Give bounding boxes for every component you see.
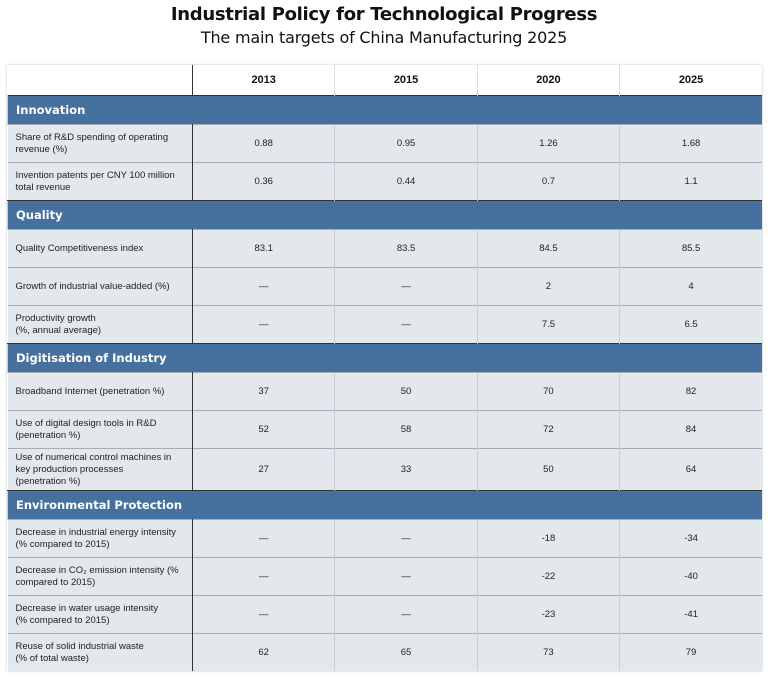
cell-value: 0.7 <box>476 162 620 201</box>
table-row: Use of numerical control machines in key… <box>7 448 762 491</box>
cell-value: 1.1 <box>619 162 762 201</box>
cell-value: 72 <box>476 410 620 449</box>
column-header-2025: 2025 <box>619 65 762 96</box>
cell-value: 70 <box>476 372 620 411</box>
cell-value: — <box>334 267 478 306</box>
cell-value: -34 <box>619 519 762 558</box>
table-row: Growth of industrial value-added (%) — —2 4 <box>7 267 762 306</box>
section-title: Innovation <box>7 95 762 125</box>
column-header-2020: 2020 <box>476 65 620 96</box>
column-header-2015: 2015 <box>334 65 478 96</box>
cell-value: — <box>191 267 335 306</box>
cell-value: 50 <box>334 372 478 411</box>
cell-value: 52 <box>191 410 335 449</box>
cell-value: 7.5 <box>476 305 620 344</box>
cell-value: -40 <box>619 557 762 596</box>
cell-value: 0.88 <box>191 124 335 163</box>
table-row: Invention patents per CNY 100 million to… <box>7 162 762 201</box>
cell-value: — <box>334 519 478 558</box>
row-label: Use of numerical control machines in key… <box>7 448 193 491</box>
cell-value: 84 <box>619 410 762 449</box>
cell-value: 33 <box>334 448 478 491</box>
row-label: Decrease in CO₂ emission intensity (% co… <box>7 557 193 596</box>
cell-value: 64 <box>619 448 762 491</box>
column-header-2013: 2013 <box>191 65 335 96</box>
cell-value: 1.26 <box>476 124 620 163</box>
cell-value: -22 <box>476 557 620 596</box>
cell-value: 4 <box>619 267 762 306</box>
table-row: Quality Competitiveness index 83.1 83.5 84.… <box>7 229 762 268</box>
section-header: Quality <box>7 200 762 230</box>
header-corner <box>7 65 193 96</box>
targets-table: 2013 2015 2020 2025 Innovation Share of R&D … <box>7 65 762 671</box>
cell-value: 0.44 <box>334 162 478 201</box>
cell-value: 6.5 <box>619 305 762 344</box>
cell-value: -23 <box>476 595 620 634</box>
table-row: Broadband Internet (penetration %) 37 50 70… <box>7 372 762 411</box>
section-header: Digitisation of Industry <box>7 343 762 373</box>
row-label: Invention patents per CNY 100 million to… <box>7 162 193 201</box>
cell-value: 65 <box>334 633 478 671</box>
table-row: Productivity growth (%, annual average) —… <box>7 305 762 344</box>
row-label: Decrease in water usage intensity (% com… <box>7 595 193 634</box>
table-row: Decrease in industrial energy intensity … <box>7 519 762 558</box>
cell-value: — <box>191 519 335 558</box>
cell-value: 0.95 <box>334 124 478 163</box>
row-label: Broadband Internet (penetration %) <box>7 372 193 411</box>
section-header: Environmental Protection <box>7 490 762 520</box>
table-row: Reuse of solid industrial waste (% of to… <box>7 633 762 671</box>
row-label: Decrease in industrial energy intensity … <box>7 519 193 558</box>
table-row: Use of digital design tools in R&D (pene… <box>7 410 762 449</box>
cell-value: 83.1 <box>191 229 335 268</box>
row-label: Reuse of solid industrial waste (% of to… <box>7 633 193 671</box>
table-row: Share of R&D spending of operating reven… <box>7 124 762 163</box>
row-label: Use of digital design tools in R&D (pene… <box>7 410 193 449</box>
header-row: 2013 2015 2020 2025 <box>7 65 762 96</box>
cell-value: 37 <box>191 372 335 411</box>
section-title: Digitisation of Industry <box>7 343 762 373</box>
cell-value: 27 <box>191 448 335 491</box>
cell-value: 79 <box>619 633 762 671</box>
cell-value: — <box>334 305 478 344</box>
cell-value: 2 <box>476 267 620 306</box>
table-row: Decrease in CO₂ emission intensity (% co… <box>7 557 762 596</box>
cell-value: — <box>191 305 335 344</box>
cell-value: 73 <box>476 633 620 671</box>
row-label: Growth of industrial value-added (%) <box>7 267 193 306</box>
cell-value: -18 <box>476 519 620 558</box>
row-label: Share of R&D spending of operating reven… <box>7 124 193 163</box>
section-title: Quality <box>7 200 762 230</box>
row-label: Productivity growth (%, annual average) <box>7 305 193 344</box>
cell-value: 50 <box>476 448 620 491</box>
cell-value: 62 <box>191 633 335 671</box>
row-label: Quality Competitiveness index <box>7 229 193 268</box>
cell-value: 84.5 <box>476 229 620 268</box>
cell-value: 83.5 <box>334 229 478 268</box>
section-title: Environmental Protection <box>7 490 762 520</box>
section-header: Innovation <box>7 95 762 125</box>
table-row: Decrease in water usage intensity (% com… <box>7 595 762 634</box>
cell-value: — <box>191 557 335 596</box>
cell-value: 58 <box>334 410 478 449</box>
cell-value: — <box>334 557 478 596</box>
cell-value: — <box>334 595 478 634</box>
cell-value: 0.36 <box>191 162 335 201</box>
cell-value: 1.68 <box>619 124 762 163</box>
cell-value: -41 <box>619 595 762 634</box>
cell-value: — <box>191 595 335 634</box>
cell-value: 82 <box>619 372 762 411</box>
page-title: Industrial Policy for Technological Prog… <box>170 4 598 25</box>
page-subtitle: The main targets of China Manufacturing … <box>200 28 568 47</box>
cell-value: 85.5 <box>619 229 762 268</box>
